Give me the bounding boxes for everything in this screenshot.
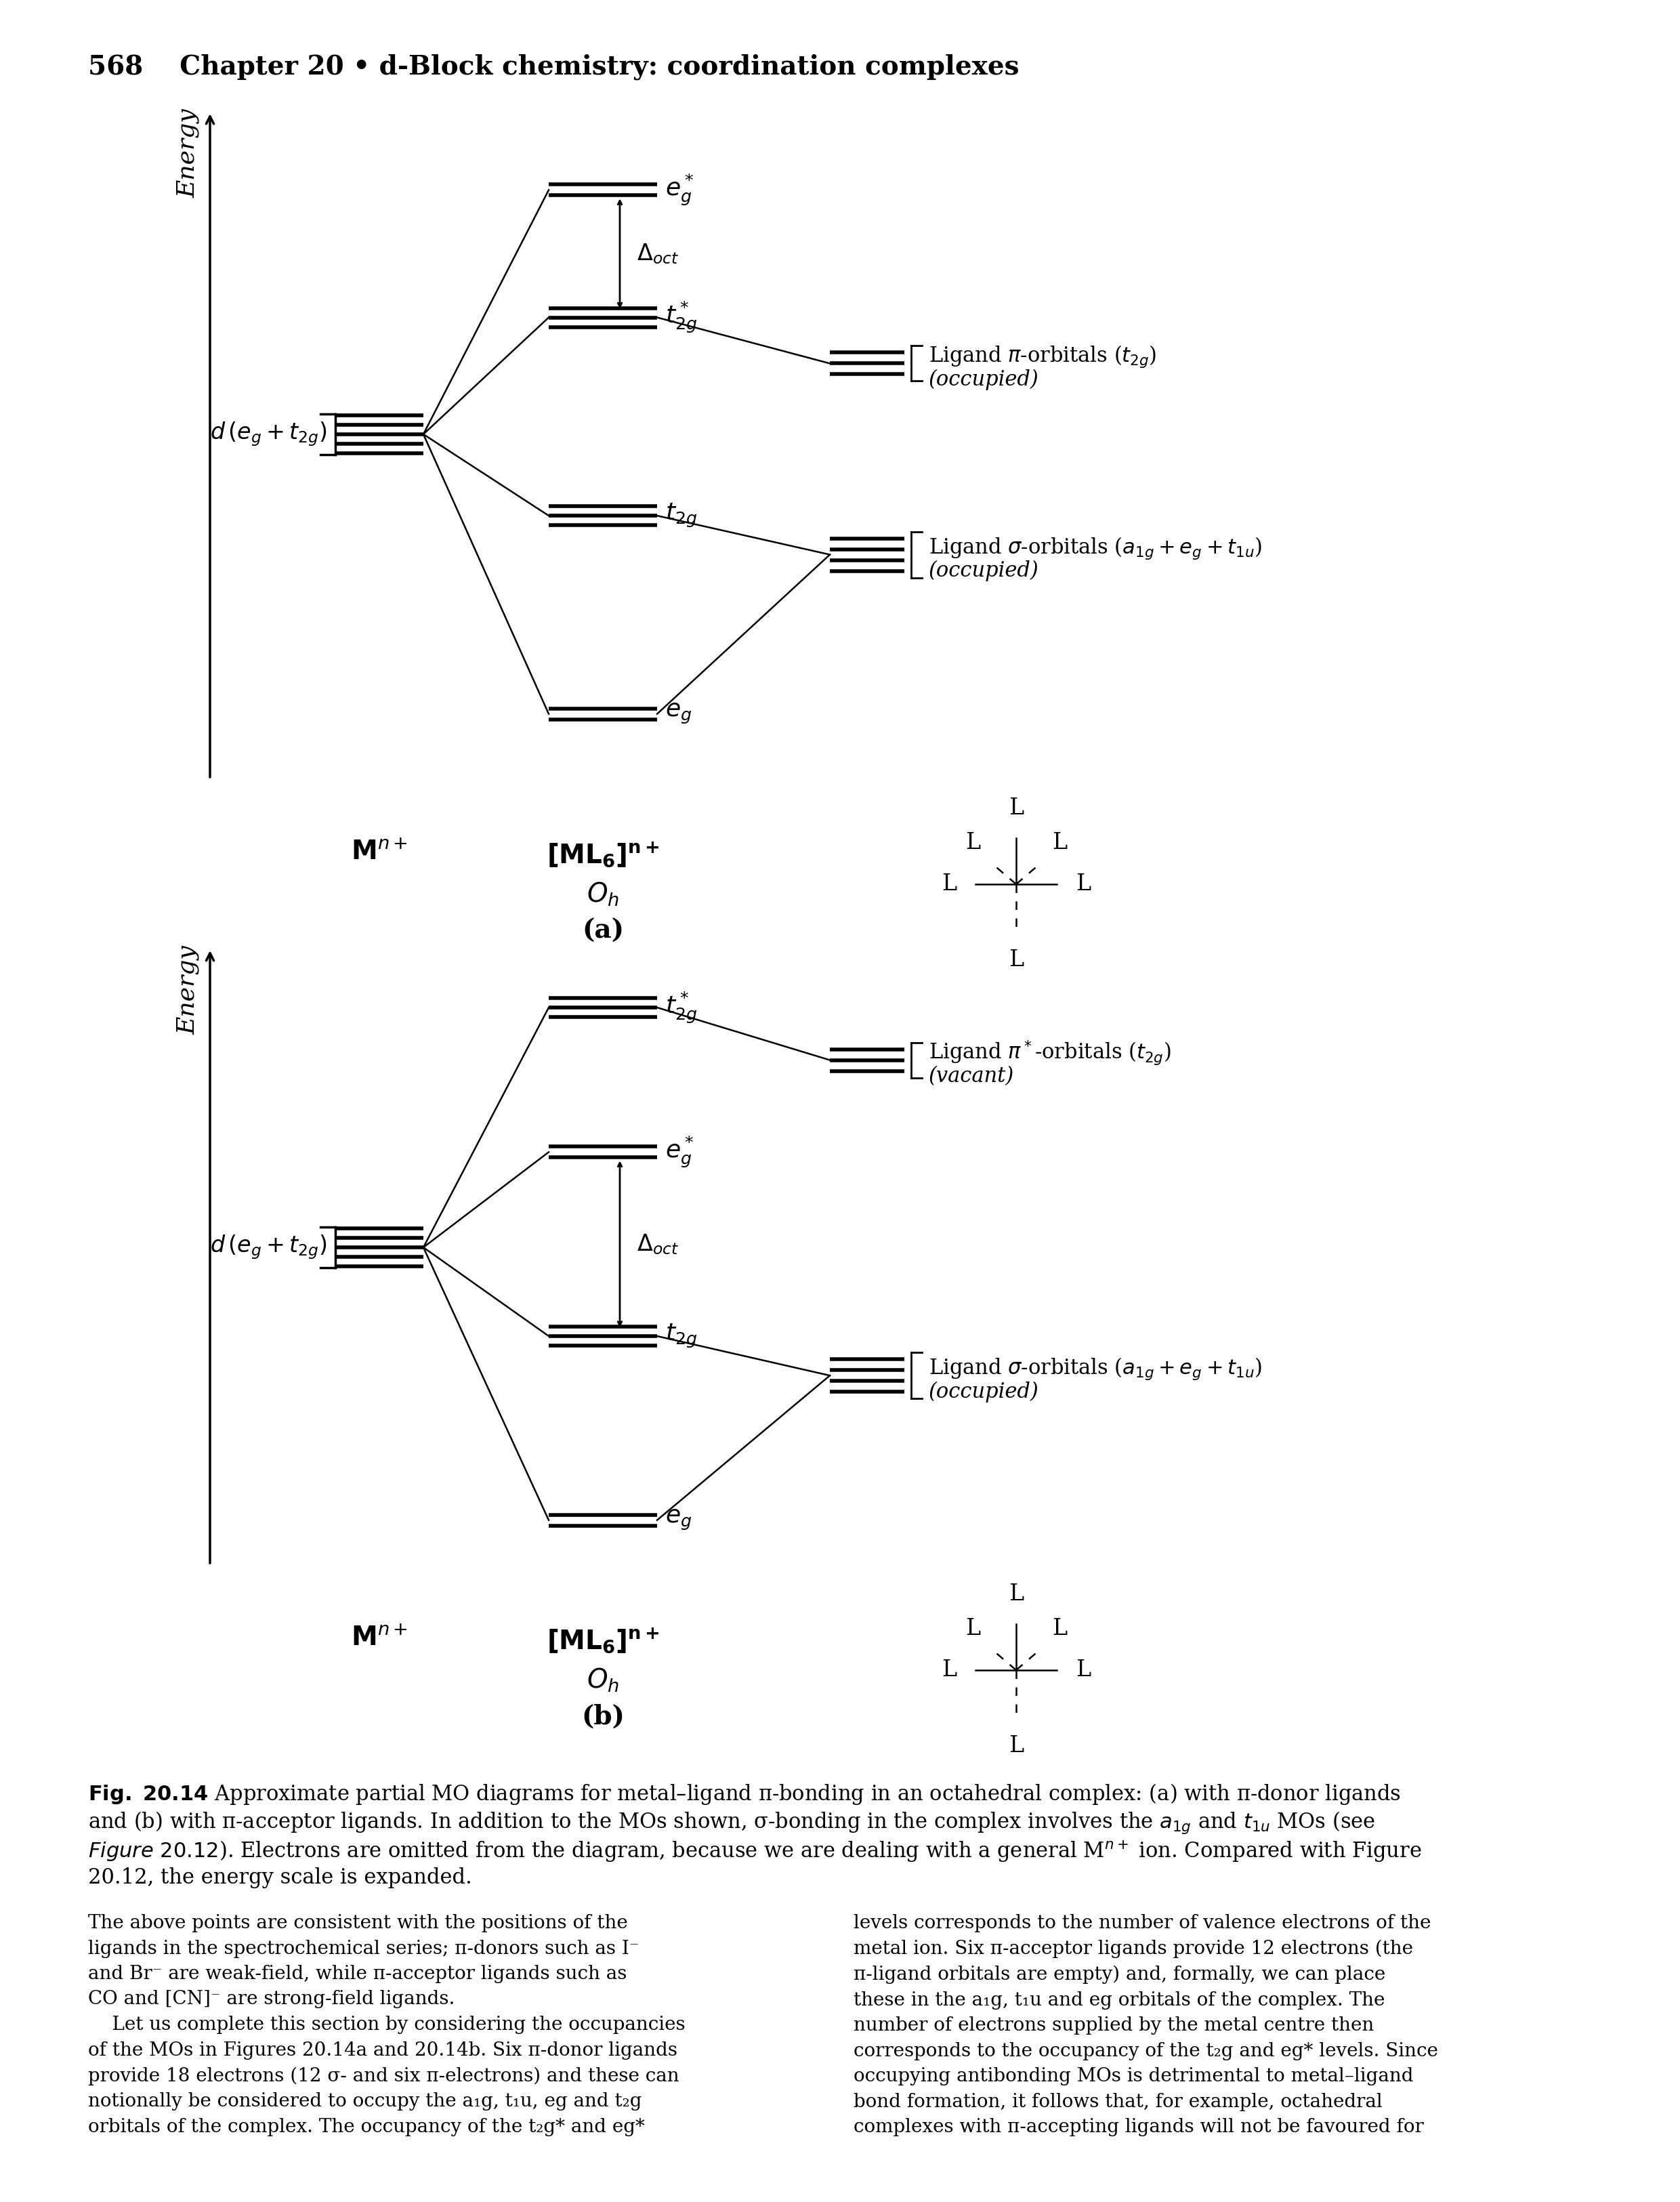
Text: L: L	[1008, 949, 1023, 971]
Text: $\bf{Fig.\ 20.14}$ Approximate partial MO diagrams for metal–ligand π-bonding in: $\bf{Fig.\ 20.14}$ Approximate partial M…	[87, 1781, 1421, 1887]
Text: levels corresponds to the number of valence electrons of the
metal ion. Six π-ac: levels corresponds to the number of vale…	[853, 1914, 1438, 2136]
Text: 568    Chapter 20 • d-Block chemistry: coordination complexes: 568 Chapter 20 • d-Block chemistry: coor…	[87, 55, 1020, 79]
Text: L: L	[1075, 874, 1090, 894]
Text: $t_{2g}^*$: $t_{2g}^*$	[665, 991, 697, 1024]
Text: L: L	[1052, 832, 1067, 854]
Text: L: L	[1075, 1660, 1090, 1680]
Text: $e_g^*$: $e_g^*$	[665, 1134, 694, 1169]
Text: $\mathbf{[ML_6]^{n+}}$: $\mathbf{[ML_6]^{n+}}$	[546, 841, 659, 868]
Text: $\mathbf{M}^{n+}$: $\mathbf{M}^{n+}$	[351, 1625, 408, 1652]
Text: (occupied): (occupied)	[929, 1381, 1038, 1403]
Text: $d\,(e_g+t_{2g})$: $d\,(e_g+t_{2g})$	[210, 1233, 328, 1262]
Text: Energy: Energy	[176, 108, 200, 198]
Text: L: L	[964, 832, 979, 854]
Text: (b): (b)	[581, 1704, 625, 1731]
Text: L: L	[1008, 1583, 1023, 1605]
Text: $t_{2g}$: $t_{2g}$	[665, 1323, 697, 1350]
Text: $e_g$: $e_g$	[665, 1508, 692, 1533]
Text: (vacant): (vacant)	[929, 1066, 1015, 1088]
Text: $\mathbf{[ML_6]^{n+}}$: $\mathbf{[ML_6]^{n+}}$	[546, 1625, 659, 1654]
Text: L: L	[964, 1618, 979, 1640]
Text: L: L	[1052, 1618, 1067, 1640]
Text: The above points are consistent with the positions of the
ligands in the spectro: The above points are consistent with the…	[87, 1914, 685, 2136]
Text: Ligand $\pi^*$-orbitals ($t_{2g}$): Ligand $\pi^*$-orbitals ($t_{2g}$)	[929, 1039, 1171, 1068]
Text: $\mathbf{M}^{n+}$: $\mathbf{M}^{n+}$	[351, 841, 408, 865]
Text: L: L	[942, 1660, 956, 1680]
Text: $\mathit{O}_h$: $\mathit{O}_h$	[586, 1667, 620, 1693]
Text: L: L	[942, 874, 956, 894]
Text: $\Delta_{oct}$: $\Delta_{oct}$	[637, 1233, 679, 1255]
Text: (occupied): (occupied)	[929, 370, 1038, 390]
Text: Ligand $\sigma$-orbitals ($a_{1g}+e_g+t_{1u}$): Ligand $\sigma$-orbitals ($a_{1g}+e_g+t_…	[929, 535, 1262, 562]
Text: Ligand $\pi$-orbitals ($t_{2g}$): Ligand $\pi$-orbitals ($t_{2g}$)	[929, 344, 1156, 370]
Text: Energy: Energy	[176, 945, 200, 1035]
Text: L: L	[1008, 797, 1023, 819]
Text: L: L	[1008, 1735, 1023, 1757]
Text: (occupied): (occupied)	[929, 559, 1038, 581]
Text: $\mathit{O}_h$: $\mathit{O}_h$	[586, 881, 620, 907]
Text: $\Delta_{oct}$: $\Delta_{oct}$	[637, 242, 679, 266]
Text: $e_g^*$: $e_g^*$	[665, 172, 694, 207]
Text: (a): (a)	[581, 918, 623, 945]
Text: $t_{2g}$: $t_{2g}$	[665, 502, 697, 528]
Text: Ligand $\sigma$-orbitals ($a_{1g}+e_g+t_{1u}$): Ligand $\sigma$-orbitals ($a_{1g}+e_g+t_…	[929, 1356, 1262, 1381]
Text: $d\,(e_g+t_{2g})$: $d\,(e_g+t_{2g})$	[210, 421, 328, 447]
Text: $e_g$: $e_g$	[665, 702, 692, 727]
Text: $t_{2g}^*$: $t_{2g}^*$	[665, 299, 697, 335]
